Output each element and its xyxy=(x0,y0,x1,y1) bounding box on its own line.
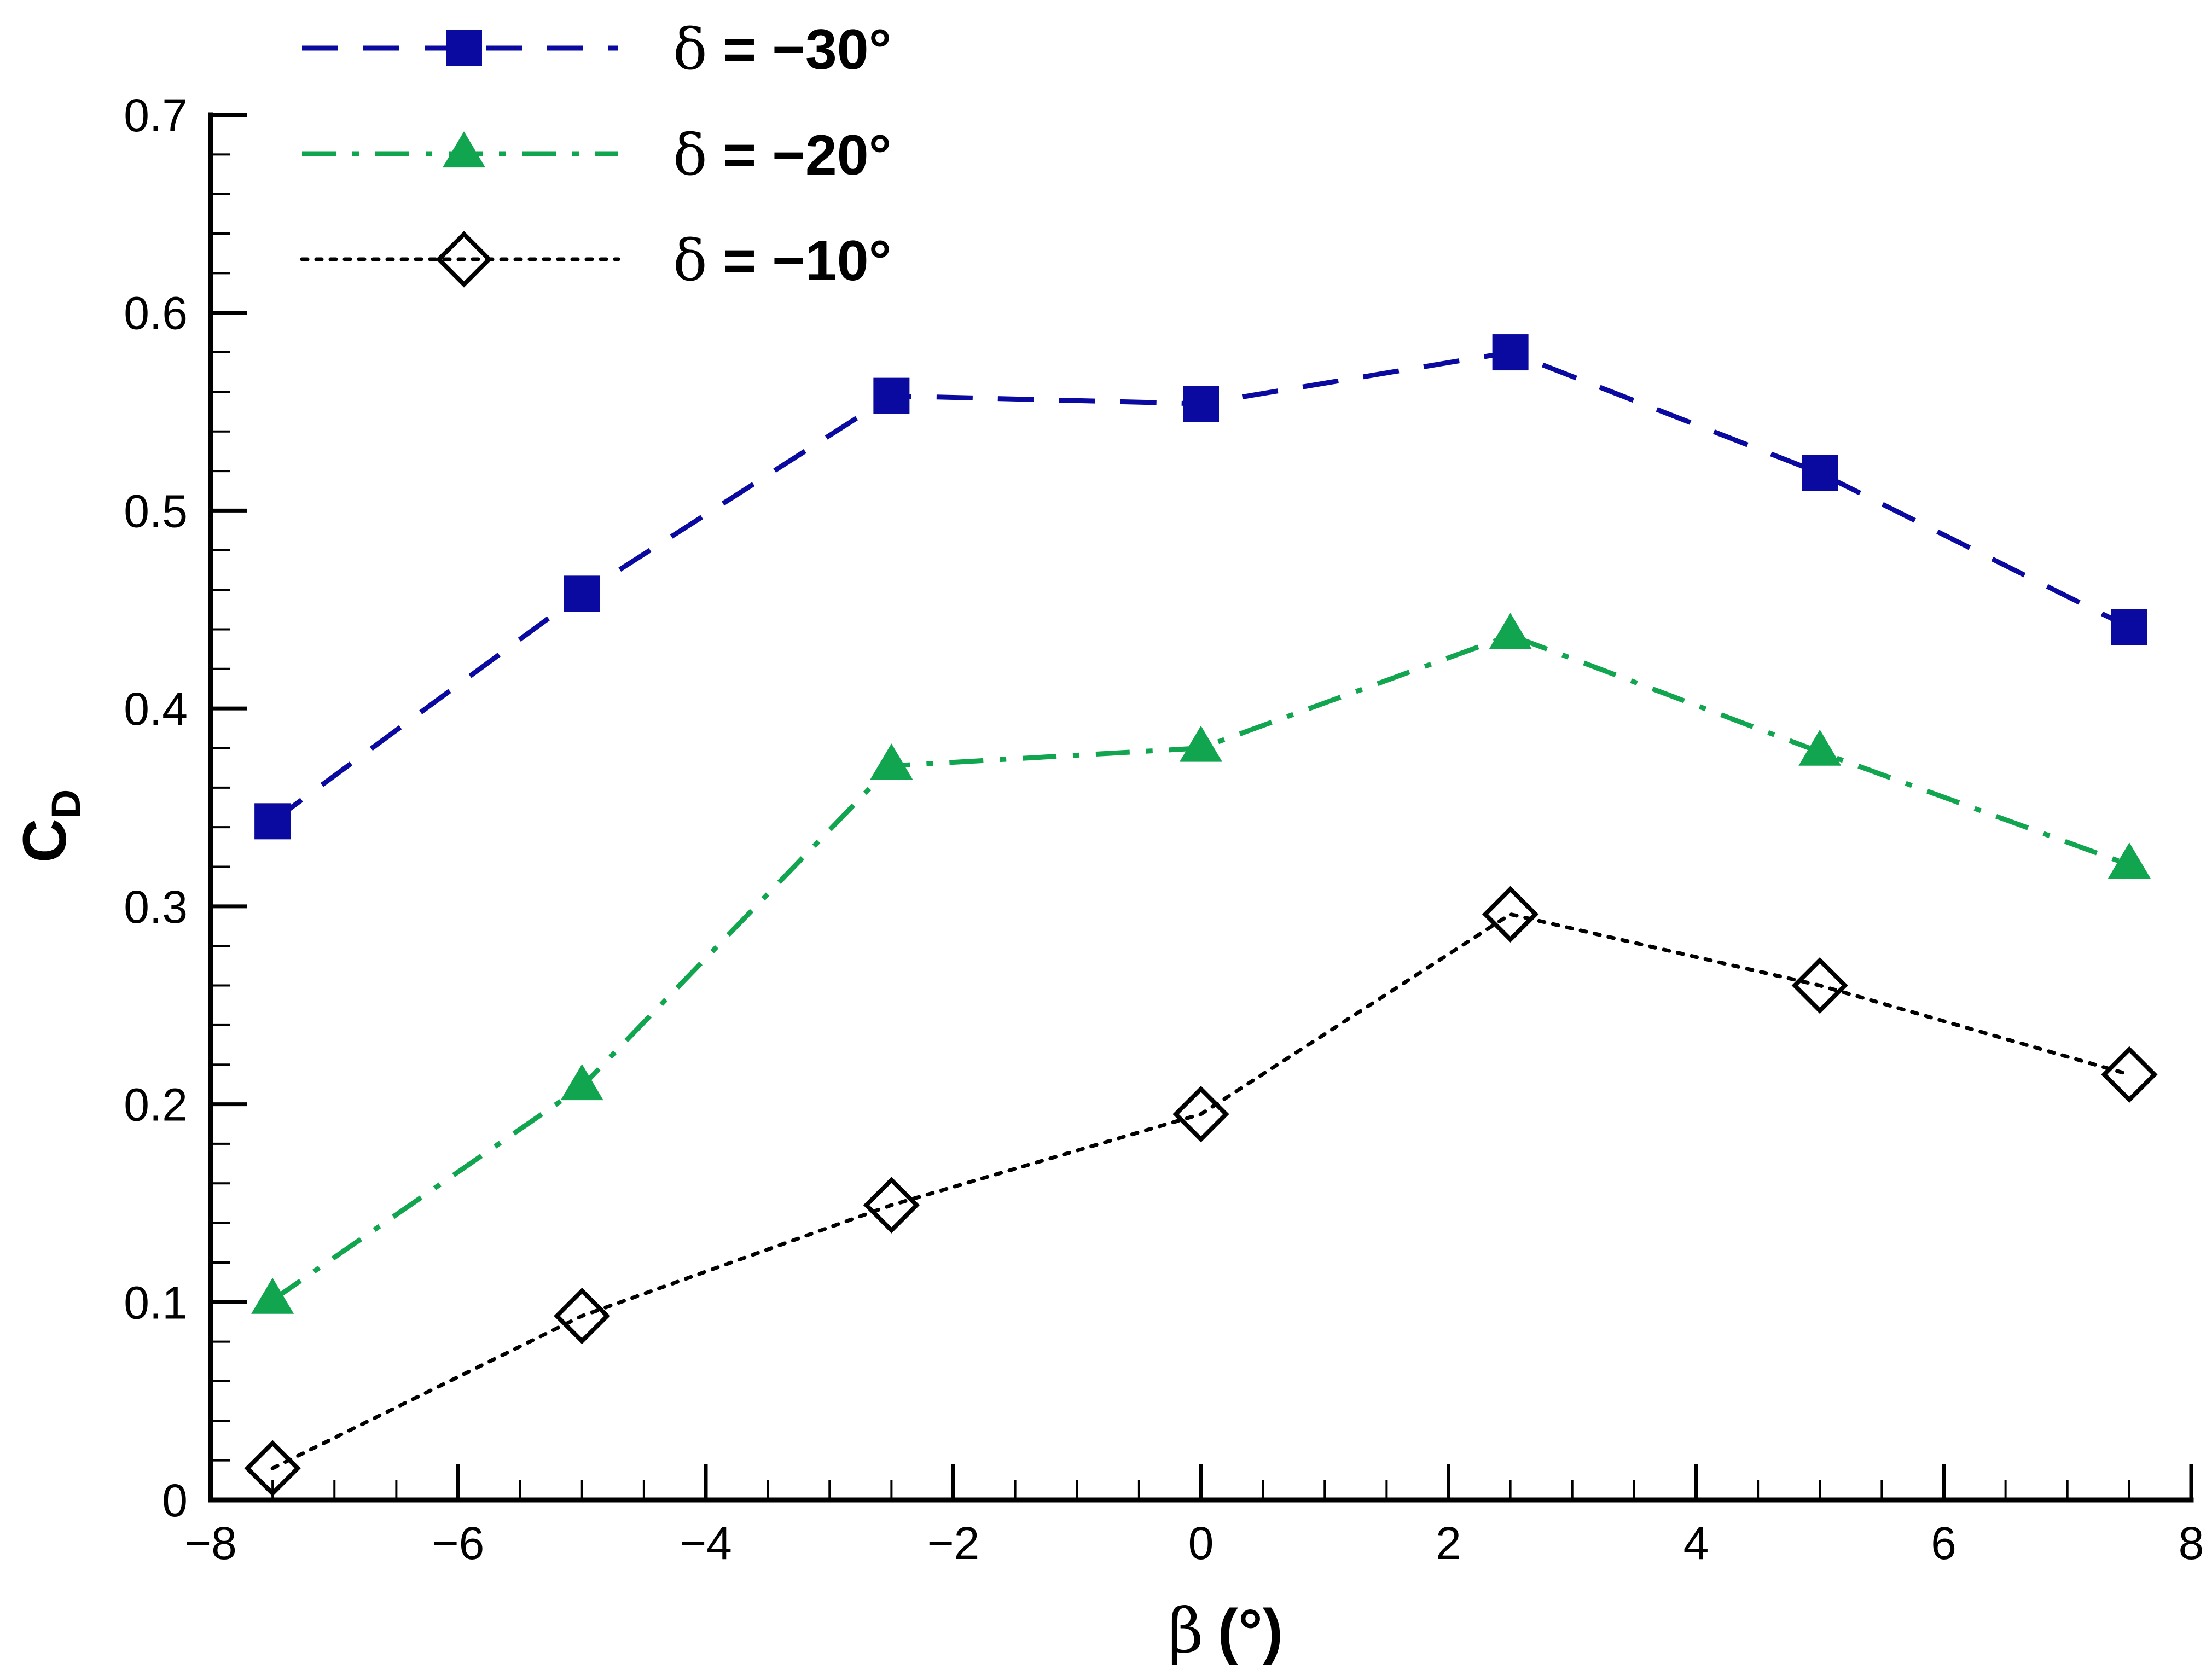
x-axis-title: β (°) xyxy=(1168,1596,1283,1667)
data-point-series-2 xyxy=(863,1177,920,1234)
legend-label-2: δ = −10° xyxy=(673,227,891,294)
data-point-series-1 xyxy=(1798,729,1842,766)
y-axis-title-main: C xyxy=(10,818,79,863)
data-point-series-1 xyxy=(1180,725,1222,762)
x-tick-label: −2 xyxy=(927,1517,980,1569)
x-tick-label: 8 xyxy=(2179,1517,2204,1569)
plot-markers xyxy=(244,334,2158,1497)
legend-marker-2 xyxy=(436,231,492,288)
ticks xyxy=(208,113,2193,1502)
data-point-series-1 xyxy=(870,743,913,780)
data-point-series-0 xyxy=(1492,334,1529,371)
plot-lines xyxy=(270,350,2132,1470)
legend-label-symbol: δ xyxy=(673,227,707,294)
legend-marker-1 xyxy=(443,131,485,168)
legend-label-value: = −30° xyxy=(707,18,892,82)
data-point-series-0 xyxy=(564,575,600,612)
data-point-series-0 xyxy=(873,377,910,414)
y-tick-label: 0.5 xyxy=(124,485,188,537)
y-tick-label: 0.7 xyxy=(124,90,188,141)
legend-label-0: δ = −30° xyxy=(673,16,891,83)
y-tick-label: 0.2 xyxy=(124,1079,188,1131)
data-point-series-1 xyxy=(251,1277,294,1314)
legend-marker-0 xyxy=(446,30,482,66)
legend-label-symbol: δ xyxy=(673,16,707,83)
tick-labels: −8 −6 −4 −2 0 2 4 6 8 0 0.1 0.2 0.3 0.4 0.5 0.6 0.7 xyxy=(124,90,2204,1569)
data-point-series-2 xyxy=(1172,1086,1229,1143)
data-point-series-0 xyxy=(1183,386,1219,422)
x-tick-label: 4 xyxy=(1683,1517,1709,1569)
series-line-2 xyxy=(270,912,2132,1470)
x-tick-label: −4 xyxy=(680,1517,732,1569)
legend-label-value: = −20° xyxy=(707,124,892,187)
legend-label-value: = −10° xyxy=(707,229,892,293)
data-point-series-2 xyxy=(2101,1046,2158,1103)
y-axis-title: CD xyxy=(10,789,89,863)
y-axis-title-sub: D xyxy=(43,789,89,818)
y-tick-label: 0.6 xyxy=(124,288,188,339)
x-axis-title-unit: (°) xyxy=(1218,1597,1283,1665)
x-tick-label: −8 xyxy=(184,1517,237,1569)
data-point-series-2 xyxy=(1482,886,1539,943)
legend-label-symbol: δ xyxy=(673,121,707,188)
y-tick-label: 0.4 xyxy=(124,683,188,735)
data-point-series-1 xyxy=(560,1064,603,1101)
data-point-series-0 xyxy=(1802,455,1838,491)
data-point-series-0 xyxy=(2111,609,2147,645)
data-point-series-2 xyxy=(1791,957,1848,1014)
y-axis-title-text: CD xyxy=(10,789,89,863)
x-tick-label: 2 xyxy=(1436,1517,1461,1569)
legend-label-1: δ = −20° xyxy=(673,121,891,188)
data-point-series-0 xyxy=(254,803,291,840)
x-tick-label: 0 xyxy=(1188,1517,1214,1569)
y-tick-label: 0.3 xyxy=(124,881,188,933)
x-axis-title-symbol: β xyxy=(1168,1596,1204,1667)
x-tick-label: 6 xyxy=(1931,1517,1956,1569)
data-point-series-1 xyxy=(1489,613,1532,649)
data-point-series-2 xyxy=(554,1287,611,1345)
axes xyxy=(208,112,2194,1503)
y-tick-label: 0.1 xyxy=(124,1277,188,1328)
data-point-series-1 xyxy=(2108,842,2151,879)
legend: δ = −30°δ = −20°δ = −10° xyxy=(300,16,891,294)
x-tick-label: −6 xyxy=(432,1517,485,1569)
y-tick-label: 0 xyxy=(162,1475,188,1526)
